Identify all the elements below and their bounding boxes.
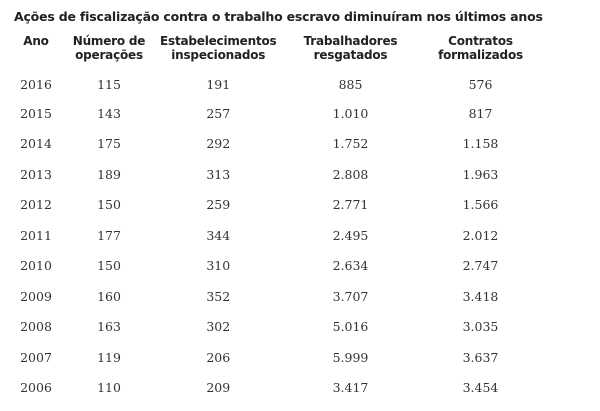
- cell-operacoes: 150: [58, 251, 160, 282]
- table-row: 2010 150 310 2.634 2.747: [14, 251, 537, 282]
- header-trabalhadores-line2: resgatados: [314, 48, 388, 62]
- table-title: Ações de fiscalização contra o trabalho …: [14, 9, 600, 25]
- table-row: 2016 115 191 885 576: [14, 70, 537, 98]
- cell-estabelecimentos: 292: [160, 129, 277, 160]
- cell-ano: 2008: [14, 312, 58, 343]
- cell-operacoes: 163: [58, 312, 160, 343]
- table-row: 2012 150 259 2.771 1.566: [14, 190, 537, 221]
- header-operacoes: Número de operações: [58, 34, 160, 70]
- cell-ano: 2006: [14, 373, 58, 404]
- cell-contratos: 3.637: [425, 342, 537, 373]
- cell-trabalhadores: 2.771: [277, 190, 425, 221]
- data-table: Ano Número de operações Estabelecimentos i…: [14, 34, 537, 403]
- cell-contratos: 2.747: [425, 251, 537, 282]
- cell-trabalhadores: 2.495: [277, 220, 425, 251]
- cell-trabalhadores: 5.016: [277, 312, 425, 343]
- cell-operacoes: 110: [58, 373, 160, 404]
- cell-ano: 2009: [14, 281, 58, 312]
- cell-trabalhadores: 885: [277, 70, 425, 98]
- cell-contratos: 2.012: [425, 220, 537, 251]
- cell-operacoes: 160: [58, 281, 160, 312]
- cell-operacoes: 119: [58, 342, 160, 373]
- cell-contratos: 3.035: [425, 312, 537, 343]
- header-operacoes-line1: Número de: [73, 34, 146, 48]
- cell-ano: 2015: [14, 98, 58, 129]
- cell-estabelecimentos: 259: [160, 190, 277, 221]
- table-row: 2015 143 257 1.010 817: [14, 98, 537, 129]
- cell-estabelecimentos: 191: [160, 70, 277, 98]
- cell-trabalhadores: 1.752: [277, 129, 425, 160]
- cell-trabalhadores: 1.010: [277, 98, 425, 129]
- cell-trabalhadores: 3.707: [277, 281, 425, 312]
- cell-estabelecimentos: 313: [160, 159, 277, 190]
- cell-estabelecimentos: 310: [160, 251, 277, 282]
- cell-ano: 2011: [14, 220, 58, 251]
- cell-estabelecimentos: 209: [160, 373, 277, 404]
- cell-operacoes: 115: [58, 70, 160, 98]
- cell-contratos: 1.963: [425, 159, 537, 190]
- cell-ano: 2010: [14, 251, 58, 282]
- cell-ano: 2014: [14, 129, 58, 160]
- header-contratos: Contratos formalizados: [425, 34, 537, 70]
- cell-estabelecimentos: 352: [160, 281, 277, 312]
- cell-operacoes: 189: [58, 159, 160, 190]
- cell-trabalhadores: 2.634: [277, 251, 425, 282]
- cell-contratos: 817: [425, 98, 537, 129]
- cell-trabalhadores: 2.808: [277, 159, 425, 190]
- table-row: 2009 160 352 3.707 3.418: [14, 281, 537, 312]
- cell-contratos: 3.418: [425, 281, 537, 312]
- table-body: 2016 115 191 885 576 2015 143 257 1.010 817 2014…: [14, 70, 537, 403]
- cell-contratos: 576: [425, 70, 537, 98]
- cell-ano: 2007: [14, 342, 58, 373]
- header-row: Ano Número de operações Estabelecimentos i…: [14, 34, 537, 70]
- header-contratos-line2: formalizados: [438, 48, 523, 62]
- cell-operacoes: 177: [58, 220, 160, 251]
- table-row: 2013 189 313 2.808 1.963: [14, 159, 537, 190]
- header-trabalhadores-line1: Trabalhadores: [304, 34, 398, 48]
- header-estabelecimentos-line1: Estabelecimentos: [160, 34, 277, 48]
- table-header: Ano Número de operações Estabelecimentos i…: [14, 34, 537, 70]
- header-contratos-line1: Contratos: [448, 34, 513, 48]
- table-row: 2006 110 209 3.417 3.454: [14, 373, 537, 404]
- header-estabelecimentos-line2: inspecionados: [171, 48, 265, 62]
- cell-contratos: 1.158: [425, 129, 537, 160]
- header-ano: Ano: [14, 34, 58, 70]
- cell-ano: 2012: [14, 190, 58, 221]
- cell-operacoes: 175: [58, 129, 160, 160]
- table-row: 2008 163 302 5.016 3.035: [14, 312, 537, 343]
- table-row: 2014 175 292 1.752 1.158: [14, 129, 537, 160]
- cell-ano: 2016: [14, 70, 58, 98]
- header-estabelecimentos: Estabelecimentos inspecionados: [160, 34, 277, 70]
- cell-ano: 2013: [14, 159, 58, 190]
- table-row: 2007 119 206 5.999 3.637: [14, 342, 537, 373]
- header-ano-label: Ano: [23, 34, 48, 48]
- cell-estabelecimentos: 257: [160, 98, 277, 129]
- cell-trabalhadores: 5.999: [277, 342, 425, 373]
- cell-contratos: 1.566: [425, 190, 537, 221]
- cell-contratos: 3.454: [425, 373, 537, 404]
- cell-operacoes: 143: [58, 98, 160, 129]
- cell-estabelecimentos: 302: [160, 312, 277, 343]
- table-row: 2011 177 344 2.495 2.012: [14, 220, 537, 251]
- cell-operacoes: 150: [58, 190, 160, 221]
- cell-estabelecimentos: 206: [160, 342, 277, 373]
- header-operacoes-line2: operações: [75, 48, 143, 62]
- cell-trabalhadores: 3.417: [277, 373, 425, 404]
- header-trabalhadores: Trabalhadores resgatados: [277, 34, 425, 70]
- cell-estabelecimentos: 344: [160, 220, 277, 251]
